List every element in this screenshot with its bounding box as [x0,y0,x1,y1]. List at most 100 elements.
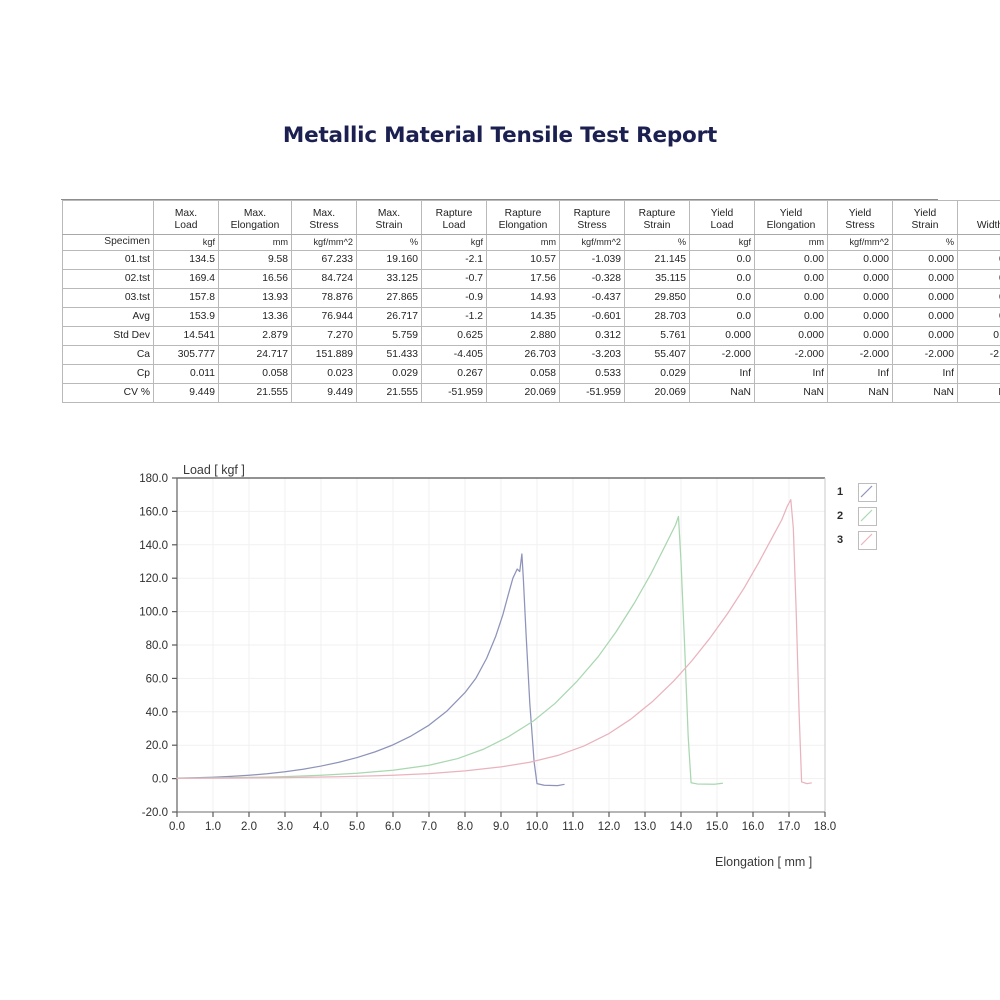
x-tick-label: 12.0 [598,821,620,833]
column-header-line2: Elongation [766,219,816,231]
table-cell: -3.203 [559,345,625,366]
table-cell: 0.0 [689,269,755,290]
y-tick-label: 140.0 [139,540,168,552]
table-cell: 134.5 [153,250,219,271]
table-cell: 78.876 [291,288,357,309]
table-cell: 169.4 [153,269,219,290]
tensile-curve-chart: -20.0 0.0 20.0 40.0 60.0 80.0 100.0 120.0 140.0 1… [120,455,910,885]
x-axis-title: Elongation [ mm ] [715,855,813,869]
unit-cell-9: kgf [689,233,755,252]
table-cell: 0.0 [689,288,755,309]
unit-cell-2: mm [218,233,292,252]
table-cell: 0.000 [827,288,893,309]
table-cell: -1.039 [559,250,625,271]
series-line-2 [176,515,724,785]
legend-label: 2 [836,510,844,522]
table-cell: 0.00 [754,269,828,290]
column-header-line1: Yield [779,207,803,219]
column-header-line2: Strain [375,219,403,231]
table-cell: 76.944 [291,307,357,328]
unit-cell-13: mm [957,233,1000,252]
x-tick-label: 3.0 [277,821,293,833]
column-header-line2: Load [710,219,734,231]
column-header-9: Yield Load [689,200,755,235]
table-cell: NaN [957,383,1000,404]
table-cell: 13.93 [218,288,292,309]
column-header-0 [62,200,154,235]
x-tick-label: 2.0 [241,821,257,833]
table-cell: Inf [689,364,755,385]
table-cell: -0.9 [421,288,487,309]
unit-cell-3: kgf/mm^2 [291,233,357,252]
table-cell: 21.555 [356,383,422,404]
table-cell: 0.000 [892,269,958,290]
table-cell: 20.069 [486,383,560,404]
column-header-7: Rapture Stress [559,200,625,235]
specimen-column-label: Specimen [62,233,154,252]
table-cell: 0.058 [486,364,560,385]
column-header-13: Width [957,200,1000,235]
row-label: 02.tst [62,269,154,290]
y-tick-label: 20.0 [146,740,168,752]
table-row: 02.tst 169.4 16.56 84.724 33.125 -0.7 17.56 -0.… [62,269,1000,290]
column-header-4: Max. Strain [356,200,422,235]
row-label: Std Dev [62,326,154,347]
table-cell: NaN [892,383,958,404]
legend-item-1[interactable]: 1 [832,480,902,504]
table-cell: 305.777 [153,345,219,366]
table-cell: -2.000 [827,345,893,366]
table-cell: -2.1 [421,250,487,271]
table-cell: 0.000 [827,307,893,328]
x-tick-label: 4.0 [313,821,329,833]
x-tick-label: 15.0 [706,821,728,833]
table-cell: 9.449 [291,383,357,404]
x-tick-label: 10.0 [526,821,548,833]
column-header-line2: Stress [577,219,607,231]
table-cell: 0.000 [827,269,893,290]
column-header-12: Yield Strain [892,200,958,235]
legend-item-3[interactable]: 3 [832,528,902,552]
table-cell: 9.449 [153,383,219,404]
unit-cell-5: kgf [421,233,487,252]
chart-canvas: -20.00.020.040.060.080.0100.0120.0140.01… [139,473,836,833]
table-cell: 33.125 [356,269,422,290]
table-cell: 0.00 [957,307,1000,328]
table-cell: NaN [689,383,755,404]
table-cell: 0.000 [689,326,755,347]
column-header-line1: Max. [312,207,336,219]
column-header-line2: Stress [845,219,875,231]
y-tick-label: 180.0 [139,473,168,485]
column-header-1: Max. Load [153,200,219,235]
table-cell: 0.000 [892,250,958,271]
x-tick-label: 8.0 [457,821,473,833]
table-cell: 0.00 [754,250,828,271]
table-cell: 14.93 [486,288,560,309]
y-tick-label: 60.0 [146,673,168,685]
table-cell: Inf [754,364,828,385]
table-cell: 26.703 [486,345,560,366]
column-header-line1: Rapture [638,207,676,219]
table-cell: 28.703 [624,307,690,328]
x-tick-label: 18.0 [814,821,836,833]
legend-item-2[interactable]: 2 [832,504,902,528]
table-cell: -4.405 [421,345,487,366]
table-cell: 21.555 [218,383,292,404]
y-axis-title: Load [ kgf ] [183,463,245,477]
table-row: 03.tst 157.8 13.93 78.876 27.865 -0.9 14.93 -0.… [62,288,1000,309]
unit-cell-10: mm [754,233,828,252]
x-tick-label: 11.0 [562,821,584,833]
column-header-line1: Yield [848,207,872,219]
table-cell: 27.865 [356,288,422,309]
column-header-line1: Yield [913,207,937,219]
column-header-8: Rapture Strain [624,200,690,235]
table-header-row: Max. Load Max. Elongation Max. Stress Max. Stra… [62,200,1000,235]
table-cell: -51.959 [559,383,625,404]
table-cell: 10.57 [486,250,560,271]
table-cell: -0.7 [421,269,487,290]
table-cell: 21.145 [624,250,690,271]
table-row: Cp 0.011 0.058 0.023 0.029 0.267 0.058 0.533 0.0… [62,364,1000,385]
table-cell: -2.000 [892,345,958,366]
table-row: Std Dev 14.541 2.879 7.270 5.759 0.625 2.880 0.… [62,326,1000,347]
unit-cell-12: % [892,233,958,252]
table-cell: 0.533 [559,364,625,385]
